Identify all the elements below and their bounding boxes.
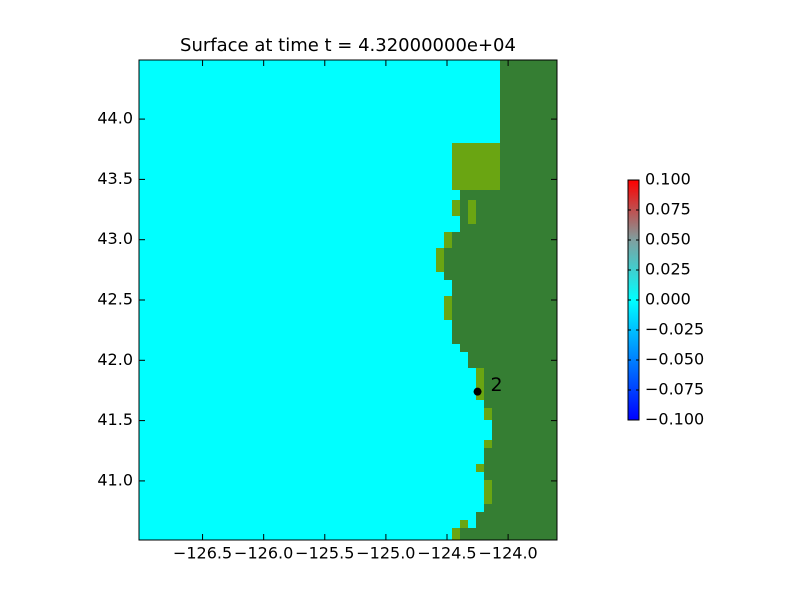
y-tick-label: 41.5 bbox=[97, 410, 133, 429]
colorbar-tick-label: −0.025 bbox=[645, 320, 704, 339]
map bbox=[138, 59, 558, 541]
y-tick-label: 42.5 bbox=[97, 290, 133, 309]
x-tick-label: −126.0 bbox=[234, 544, 293, 563]
x-tick-label: −124.5 bbox=[417, 544, 476, 563]
colorbar-tick-label: 0.075 bbox=[645, 200, 691, 219]
y-tick-label: 43.5 bbox=[97, 169, 133, 188]
x-tick-label: −124.0 bbox=[479, 544, 538, 563]
x-tick-label: −125.5 bbox=[295, 544, 354, 563]
y-tick-label: 41.0 bbox=[97, 470, 133, 489]
gauge-label: 2 bbox=[491, 374, 503, 396]
colorbar-tick-label: 0.050 bbox=[645, 230, 691, 249]
y-tick-label: 44.0 bbox=[97, 109, 133, 128]
shore-cells bbox=[436, 143, 500, 540]
x-tick-label: −125.0 bbox=[356, 544, 415, 563]
colorbar-tick-label: −0.100 bbox=[645, 410, 704, 429]
chart-title: Surface at time t = 4.32000000e+04 bbox=[180, 35, 516, 56]
y-tick-label: 43.0 bbox=[97, 229, 133, 248]
colorbar-tick-label: 0.100 bbox=[645, 170, 691, 189]
x-tick-label: −126.5 bbox=[173, 544, 232, 563]
gauge bbox=[473, 387, 482, 396]
colorbar-tick-label: −0.075 bbox=[645, 380, 704, 399]
y-tick-label: 42.0 bbox=[97, 350, 133, 369]
colorbar-tick-label: 0.000 bbox=[645, 290, 691, 309]
land bbox=[444, 60, 557, 540]
colorbar-tick-label: 0.025 bbox=[645, 260, 691, 279]
colorbar-tick-label: −0.050 bbox=[645, 350, 704, 369]
